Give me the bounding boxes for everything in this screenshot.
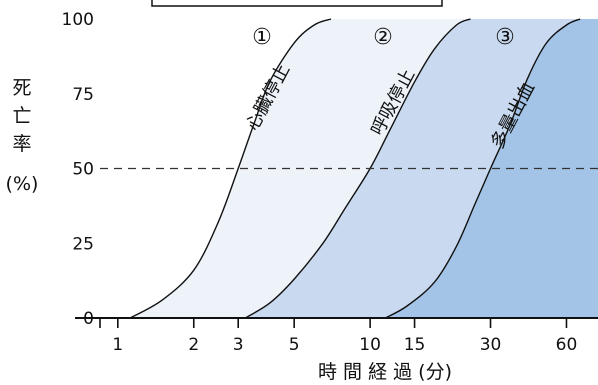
series-areas <box>130 19 598 318</box>
x-tick-label: 10 <box>359 335 381 355</box>
series-curve-3 <box>385 18 581 319</box>
x-tick-label: 3 <box>233 335 244 355</box>
x-tick-label: 60 <box>556 335 578 355</box>
y-axis-title: 死 亡 率 (%) <box>6 77 39 195</box>
y-tick-label: 0 <box>83 309 94 329</box>
x-axis-title: 時 間 経 過 (分) <box>318 361 452 383</box>
y-tick-label: 100 <box>62 10 94 30</box>
x-tick-label: 15 <box>404 335 426 355</box>
x-tick-label: 5 <box>289 335 300 355</box>
series-marker-3: ③ <box>495 25 515 50</box>
x-axis-ticks: 1 2 3 5 10 15 30 60 <box>99 318 578 355</box>
y-tick-label: 25 <box>72 234 94 254</box>
y-tick-label: 50 <box>72 160 94 180</box>
legend-box <box>151 0 443 7</box>
y-axis-title-unit: (%) <box>6 173 39 195</box>
x-tick-label: 2 <box>188 335 199 355</box>
series-markers: ① ② ③ <box>252 25 515 50</box>
y-axis-title-char: 死 <box>12 77 31 99</box>
series-marker-2: ② <box>373 25 393 50</box>
y-axis-ticks: 0 25 50 75 100 <box>62 10 94 329</box>
y-axis-title-char: 率 <box>12 133 31 155</box>
x-tick-label: 30 <box>480 335 502 355</box>
y-axis-title-char: 亡 <box>12 105 31 127</box>
series-area-3 <box>385 19 598 318</box>
y-tick-label: 75 <box>72 85 94 105</box>
x-tick-label: 1 <box>112 335 123 355</box>
series-curve-1 <box>129 18 332 319</box>
series-marker-1: ① <box>252 25 272 50</box>
